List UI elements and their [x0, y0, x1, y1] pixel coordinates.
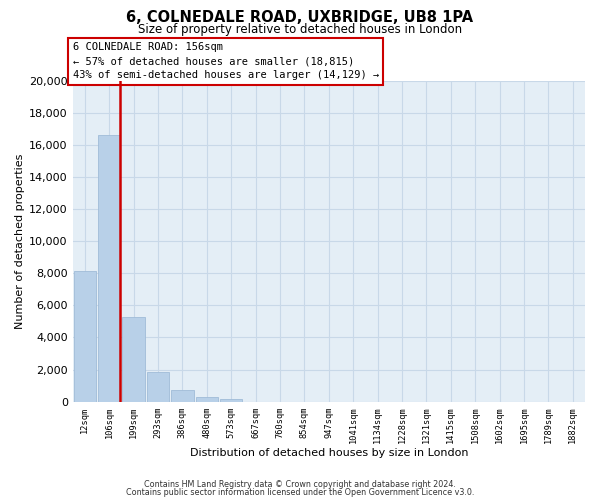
- Bar: [122, 316, 145, 402]
- Bar: [147, 372, 169, 402]
- Text: Contains HM Land Registry data © Crown copyright and database right 2024.: Contains HM Land Registry data © Crown c…: [144, 480, 456, 489]
- Bar: [220, 398, 242, 402]
- Text: Size of property relative to detached houses in London: Size of property relative to detached ho…: [138, 22, 462, 36]
- Bar: [98, 135, 121, 402]
- Bar: [171, 390, 194, 402]
- Text: Contains public sector information licensed under the Open Government Licence v3: Contains public sector information licen…: [126, 488, 474, 497]
- Bar: [74, 271, 96, 402]
- Text: 6, COLNEDALE ROAD, UXBRIDGE, UB8 1PA: 6, COLNEDALE ROAD, UXBRIDGE, UB8 1PA: [127, 10, 473, 25]
- Bar: [196, 397, 218, 402]
- Text: 6 COLNEDALE ROAD: 156sqm
← 57% of detached houses are smaller (18,815)
43% of se: 6 COLNEDALE ROAD: 156sqm ← 57% of detach…: [73, 42, 379, 80]
- Y-axis label: Number of detached properties: Number of detached properties: [15, 154, 25, 329]
- X-axis label: Distribution of detached houses by size in London: Distribution of detached houses by size …: [190, 448, 468, 458]
